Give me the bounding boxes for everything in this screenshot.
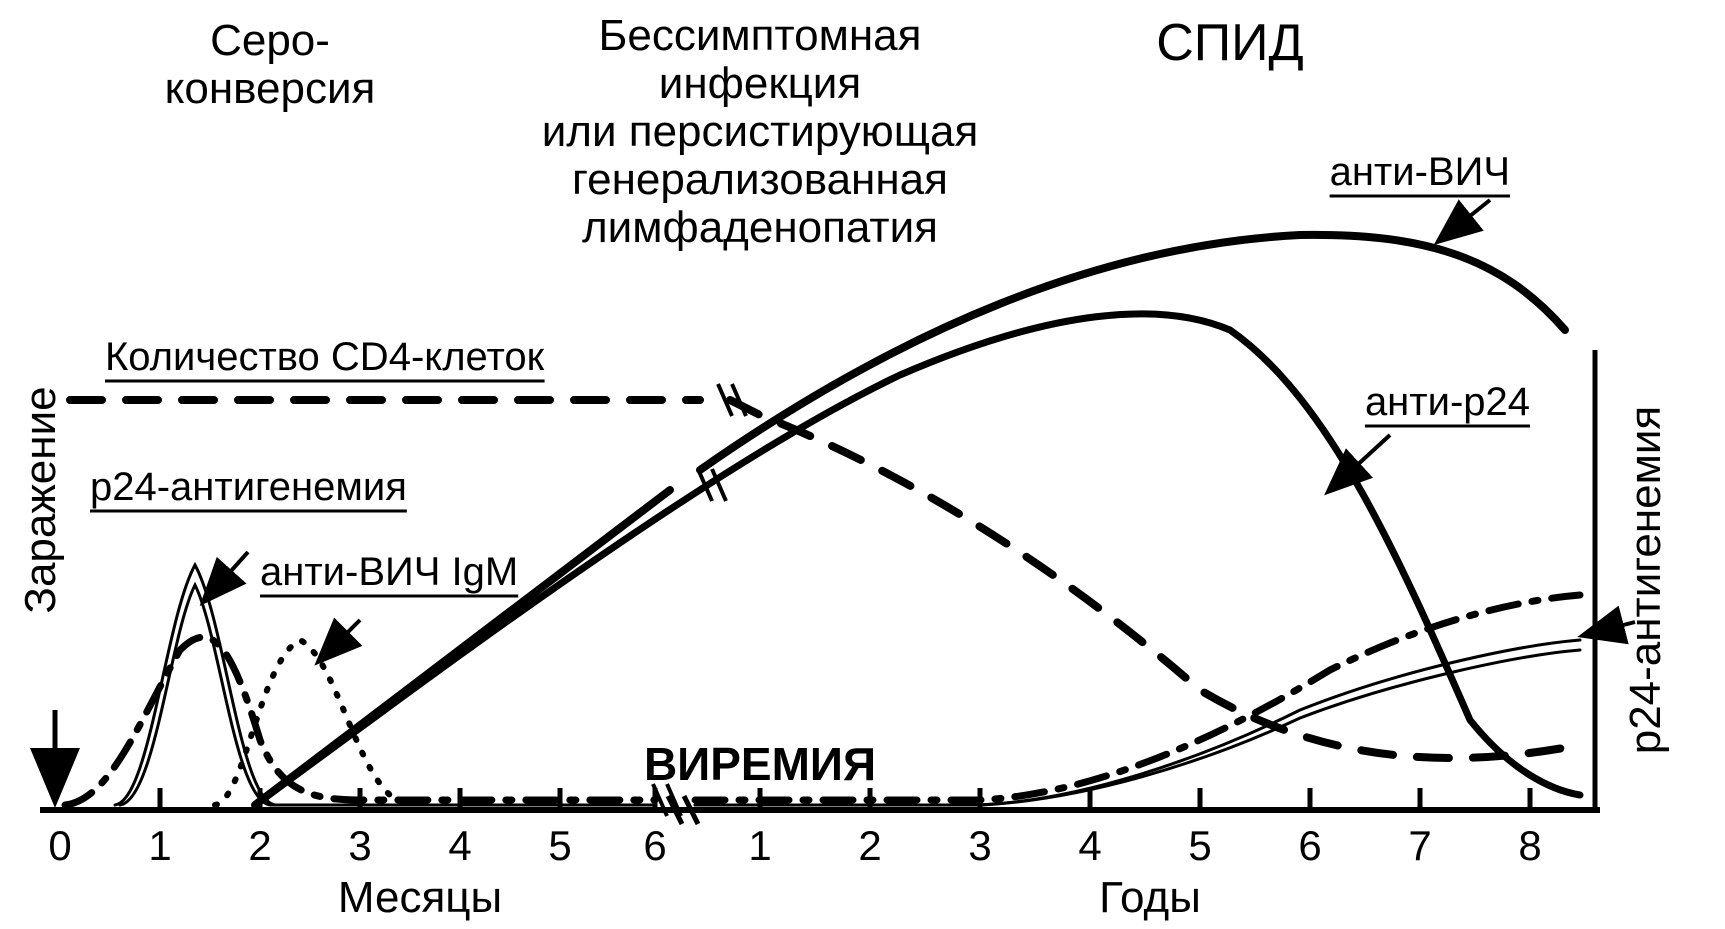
- tick-year-6: 6: [1298, 822, 1321, 869]
- phase-asymptomatic-4: лимфаденопатия: [582, 203, 938, 252]
- arrow-2: [1440, 200, 1490, 240]
- tick-month-1: 1: [148, 822, 171, 869]
- curves: [65, 235, 1580, 805]
- phase-asymptomatic-1: инфекция: [659, 59, 861, 108]
- left-vertical-label-group: Заражение: [16, 386, 65, 798]
- right-vertical-label: р24-антигенемия: [1621, 406, 1670, 755]
- labels: Месяцы Годы Серо-конверсия Бессимптомнаяинф…: [90, 11, 1530, 922]
- left-vertical-label: Заражение: [16, 386, 65, 613]
- tick-month-2: 2: [248, 822, 271, 869]
- phase-asymptomatic-0: Бессимптомная: [599, 11, 922, 60]
- cd4-label: Количество CD4-клеток: [105, 335, 545, 379]
- phase-asymptomatic-2: или персистирующая: [542, 107, 979, 156]
- phase-seroconversion-2: конверсия: [165, 64, 376, 113]
- arrow-1: [320, 620, 360, 660]
- tick-month-6: 6: [643, 822, 666, 869]
- years-axis-label: Годы: [1099, 873, 1201, 922]
- viremia-label: ВИРЕМИЯ: [644, 738, 876, 790]
- curve-igm: [215, 640, 410, 805]
- arrow-3: [1330, 435, 1390, 490]
- tick-month-0: 0: [48, 822, 71, 869]
- tick-month-5: 5: [548, 822, 571, 869]
- igm-label: анти-ВИЧ IgM: [260, 550, 518, 594]
- arrow-0: [205, 552, 248, 600]
- tick-month-3: 3: [348, 822, 371, 869]
- anti-p24-label: анти-р24: [1365, 380, 1530, 424]
- phase-aids: СПИД: [1156, 14, 1304, 72]
- p24ag-label: р24-антигенемия: [90, 465, 407, 509]
- tick-month-4: 4: [448, 822, 471, 869]
- tick-year-7: 7: [1408, 822, 1431, 869]
- tick-year-4: 4: [1078, 822, 1101, 869]
- tick-year-3: 3: [968, 822, 991, 869]
- hiv-course-chart: 0 1 2 3 4 5 6 1 2 3 4 5 6 7 8 Месяцы Годы Серо-конверси…: [0, 0, 1725, 929]
- phase-asymptomatic-3: генерализованная: [572, 155, 948, 204]
- tick-year-8: 8: [1518, 822, 1541, 869]
- tick-year-5: 5: [1188, 822, 1211, 869]
- curve-anti-hiv: [255, 235, 1565, 805]
- tick-year-2: 2: [858, 822, 881, 869]
- months-axis-label: Месяцы: [338, 873, 502, 922]
- phase-seroconversion-1: Серо-: [210, 16, 330, 65]
- anti-hiv-label: анти-ВИЧ: [1330, 150, 1510, 194]
- tick-year-1: 1: [748, 822, 771, 869]
